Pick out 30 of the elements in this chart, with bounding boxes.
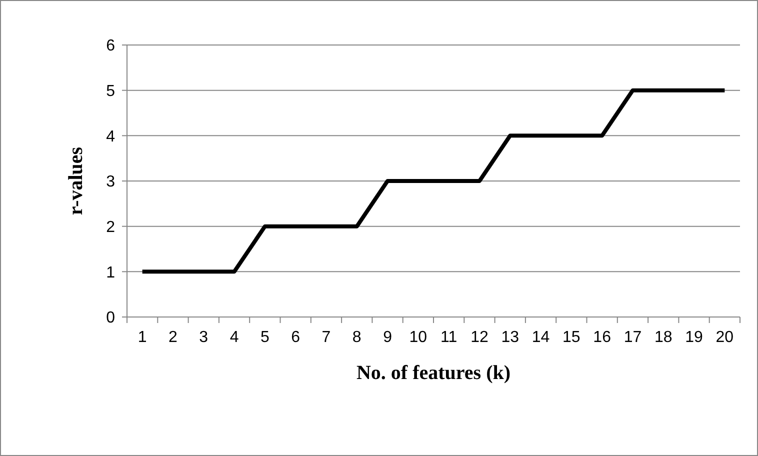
x-tick-label: 2 <box>168 329 178 346</box>
x-tick-label: 9 <box>383 329 392 346</box>
x-tick-label: 7 <box>322 329 331 346</box>
y-tick-label: 0 <box>106 310 116 327</box>
y-tick-label: 2 <box>106 218 116 236</box>
x-tick-label: 4 <box>230 329 239 346</box>
x-tick-label: 13 <box>501 329 520 346</box>
x-tick-label: 19 <box>685 329 704 346</box>
x-tick-label: 10 <box>409 329 428 346</box>
x-tick-label: 17 <box>624 329 642 346</box>
x-tick-label: 5 <box>260 329 270 346</box>
x-tick-label: 8 <box>352 329 362 346</box>
y-tick-label: 3 <box>106 174 116 191</box>
y-tick-label: 6 <box>106 38 116 55</box>
y-axis-title: r-values <box>65 146 87 216</box>
x-tick-label: 3 <box>199 329 208 346</box>
x-tick-label: 1 <box>138 329 147 346</box>
x-tick-label: 11 <box>440 329 458 346</box>
x-tick-label: 18 <box>654 329 672 346</box>
y-tick-label: 5 <box>106 82 116 100</box>
x-tick-label: 12 <box>470 329 488 346</box>
x-tick-label: 6 <box>291 329 300 346</box>
x-tick-label: 16 <box>593 329 612 346</box>
x-tick-label: 20 <box>716 329 734 346</box>
x-axis-title: No. of features (k) <box>356 362 511 384</box>
y-tick-label: 4 <box>106 128 116 146</box>
x-tick-label: 15 <box>562 329 580 346</box>
x-tick-label: 14 <box>532 329 550 346</box>
y-tick-label: 1 <box>106 264 116 282</box>
line-series <box>140 88 727 274</box>
